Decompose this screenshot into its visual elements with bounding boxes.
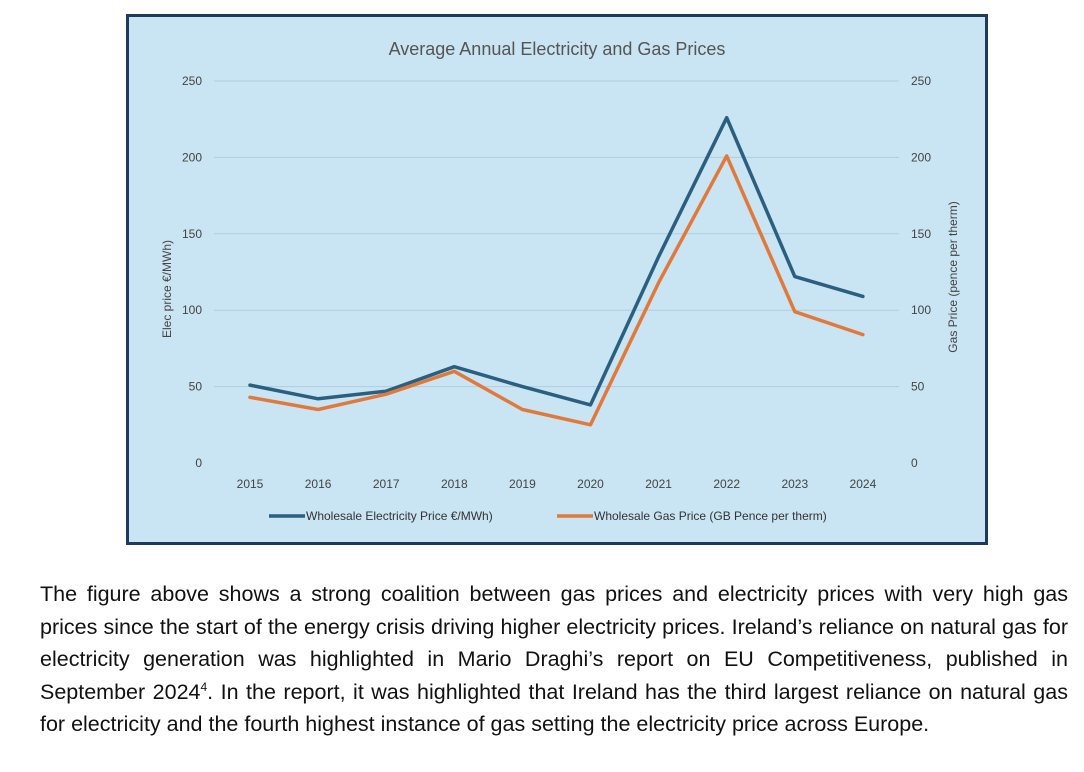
data-point xyxy=(317,397,320,400)
data-point xyxy=(249,384,252,387)
x-tick-label: 2017 xyxy=(373,477,400,491)
x-tick-label: 2019 xyxy=(509,477,536,491)
data-point xyxy=(657,255,660,258)
body-paragraph: The figure above shows a strong coalitio… xyxy=(40,578,1068,741)
data-point xyxy=(657,281,660,284)
y-axis-title-right: Gas Price (pence per therm) xyxy=(946,201,960,352)
x-tick-label: 2020 xyxy=(577,477,604,491)
y-tick-label-left: 100 xyxy=(182,303,202,317)
data-point xyxy=(453,370,456,373)
y-tick-label-left: 150 xyxy=(182,227,202,241)
data-point xyxy=(521,385,524,388)
y-axis-title-left: Elec price €/MWh) xyxy=(160,240,174,338)
y-tick-label-left: 50 xyxy=(189,380,203,394)
y-tick-label-left: 250 xyxy=(182,74,202,88)
data-point xyxy=(725,116,728,119)
y-tick-label-left: 200 xyxy=(182,150,202,164)
footnote-reference: 4 xyxy=(200,679,208,694)
data-point xyxy=(861,295,864,298)
data-point xyxy=(861,333,864,336)
x-tick-label: 2022 xyxy=(713,477,740,491)
data-point xyxy=(589,423,592,426)
data-point xyxy=(453,365,456,368)
data-point xyxy=(385,393,388,396)
legend-label: Wholesale Gas Price (GB Pence per therm) xyxy=(594,509,827,523)
x-tick-label: 2015 xyxy=(237,477,264,491)
line-chart: Average Annual Electricity and Gas Price… xyxy=(160,39,960,523)
x-tick-label: 2023 xyxy=(781,477,808,491)
x-tick-label: 2018 xyxy=(441,477,468,491)
x-tick-label: 2024 xyxy=(850,477,877,491)
paragraph-text-continued: . In the report, it was highlighted that… xyxy=(40,679,1068,737)
data-point xyxy=(249,396,252,399)
data-point xyxy=(793,275,796,278)
data-point xyxy=(793,310,796,313)
y-tick-label-right: 100 xyxy=(911,303,931,317)
x-tick-label: 2016 xyxy=(305,477,332,491)
data-point xyxy=(725,154,728,157)
chart-title: Average Annual Electricity and Gas Price… xyxy=(389,39,726,59)
y-tick-label-right: 50 xyxy=(911,380,925,394)
legend-label: Wholesale Electricity Price €/MWh) xyxy=(306,509,493,523)
data-point xyxy=(589,403,592,406)
y-tick-label-left: 0 xyxy=(195,456,202,470)
data-point xyxy=(317,408,320,411)
y-tick-label-right: 200 xyxy=(911,150,931,164)
x-tick-label: 2021 xyxy=(645,477,672,491)
y-tick-label-right: 250 xyxy=(911,74,931,88)
paragraph-text: The figure above shows a strong coalitio… xyxy=(40,582,1068,704)
chart-frame: Average Annual Electricity and Gas Price… xyxy=(126,14,988,545)
series-line-electricity xyxy=(248,115,865,407)
data-point xyxy=(521,408,524,411)
series-line-gas xyxy=(248,154,865,427)
y-tick-label-right: 0 xyxy=(911,456,918,470)
y-tick-label-right: 150 xyxy=(911,227,931,241)
